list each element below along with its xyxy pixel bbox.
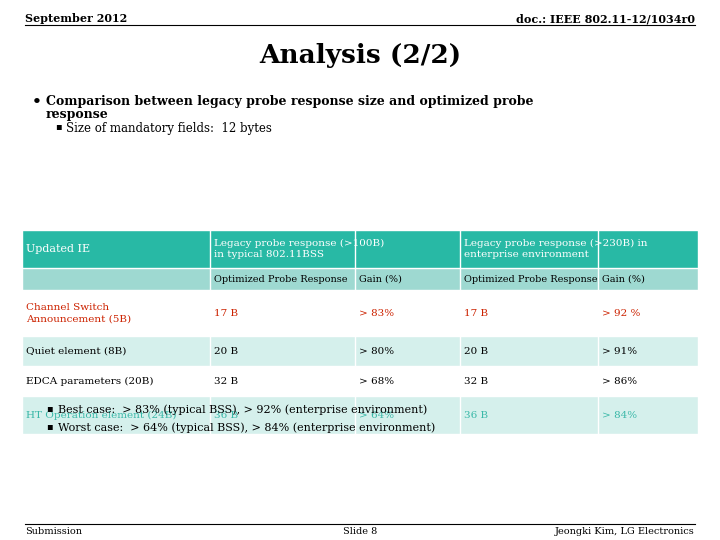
Bar xyxy=(22,230,210,268)
Text: response: response xyxy=(46,108,109,121)
Bar xyxy=(22,336,698,366)
Bar xyxy=(22,268,698,290)
Text: Best case:  > 83% (typical BSS), > 92% (enterprise environment): Best case: > 83% (typical BSS), > 92% (e… xyxy=(58,404,427,415)
Text: September 2012: September 2012 xyxy=(25,13,127,24)
Bar xyxy=(210,230,460,268)
Text: Analysis (2/2): Analysis (2/2) xyxy=(259,43,461,68)
Text: 20 B: 20 B xyxy=(464,347,488,355)
Text: ▪: ▪ xyxy=(46,404,53,413)
Bar xyxy=(22,396,698,434)
Text: Legacy probe response (>230B) in
enterprise environment: Legacy probe response (>230B) in enterpr… xyxy=(464,239,647,259)
Text: ▪: ▪ xyxy=(55,122,62,131)
Text: Submission: Submission xyxy=(25,527,82,536)
Bar xyxy=(22,290,698,336)
Text: Optimized Probe Response: Optimized Probe Response xyxy=(214,274,348,284)
Text: > 91%: > 91% xyxy=(602,347,637,355)
Text: Worst case:  > 64% (typical BSS), > 84% (enterprise environment): Worst case: > 64% (typical BSS), > 84% (… xyxy=(58,422,436,433)
Text: 32 B: 32 B xyxy=(464,376,488,386)
Text: > 84%: > 84% xyxy=(602,410,637,420)
Text: > 68%: > 68% xyxy=(359,376,394,386)
Text: 20 B: 20 B xyxy=(214,347,238,355)
Text: doc.: IEEE 802.11-12/1034r0: doc.: IEEE 802.11-12/1034r0 xyxy=(516,13,695,24)
Text: Gain (%): Gain (%) xyxy=(359,274,402,284)
Text: 36 B: 36 B xyxy=(214,410,238,420)
Text: > 86%: > 86% xyxy=(602,376,637,386)
Text: > 92 %: > 92 % xyxy=(602,308,640,318)
Bar xyxy=(22,366,698,396)
Text: 32 B: 32 B xyxy=(214,376,238,386)
Text: HT Operation element (24B): HT Operation element (24B) xyxy=(26,410,176,420)
Text: 17 B: 17 B xyxy=(214,308,238,318)
Text: Updated IE: Updated IE xyxy=(26,244,90,254)
Text: > 64%: > 64% xyxy=(359,410,394,420)
Text: Legacy probe response (>100B)
in typical 802.11BSS: Legacy probe response (>100B) in typical… xyxy=(214,239,384,259)
Text: Channel Switch
Announcement (5B): Channel Switch Announcement (5B) xyxy=(26,303,131,323)
Text: 36 B: 36 B xyxy=(464,410,488,420)
Text: > 83%: > 83% xyxy=(359,308,394,318)
Text: EDCA parameters (20B): EDCA parameters (20B) xyxy=(26,376,153,386)
Text: Optimized Probe Response: Optimized Probe Response xyxy=(464,274,598,284)
Text: 17 B: 17 B xyxy=(464,308,488,318)
Text: Size of mandatory fields:  12 bytes: Size of mandatory fields: 12 bytes xyxy=(66,122,272,135)
Text: •: • xyxy=(32,95,42,109)
Text: Slide 8: Slide 8 xyxy=(343,527,377,536)
Bar xyxy=(460,230,698,268)
Text: > 80%: > 80% xyxy=(359,347,394,355)
Text: Quiet element (8B): Quiet element (8B) xyxy=(26,347,127,355)
Text: Gain (%): Gain (%) xyxy=(602,274,645,284)
Text: Jeongki Kim, LG Electronics: Jeongki Kim, LG Electronics xyxy=(555,527,695,536)
Text: ▪: ▪ xyxy=(46,422,53,431)
Text: Comparison between legacy probe response size and optimized probe: Comparison between legacy probe response… xyxy=(46,95,534,108)
